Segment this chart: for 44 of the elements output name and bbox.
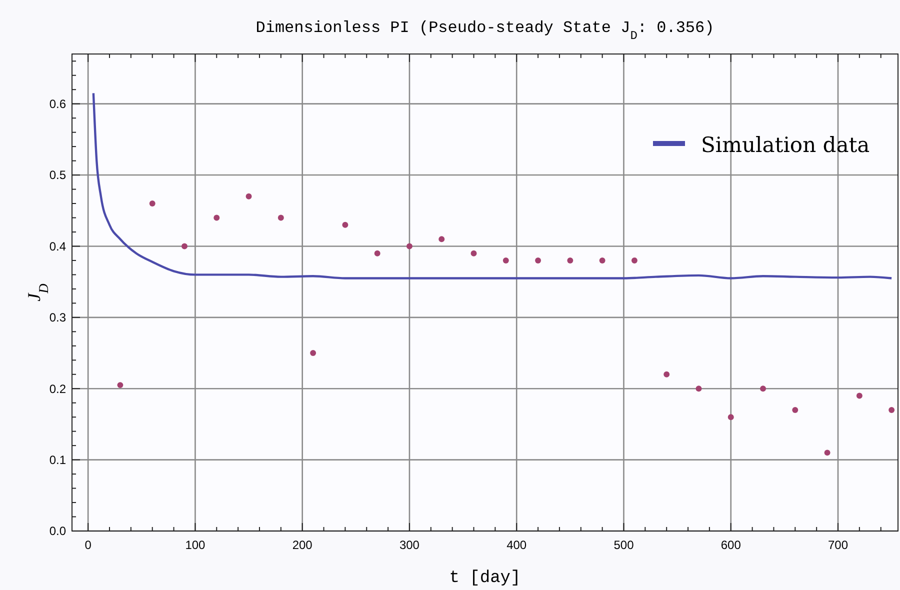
point — [502, 257, 509, 264]
point — [406, 243, 412, 250]
y-tick-label: 0.3 — [49, 310, 66, 325]
y-tick-label: 0.1 — [49, 453, 66, 468]
chart-title: Dimensionless PI (Pseudo-steady State J$_{D}$: 0.356) — [256, 19, 714, 43]
point — [438, 236, 445, 242]
point — [664, 371, 670, 378]
x-tick-label: 600 — [720, 538, 742, 552]
y-tick-label: 0.0 — [49, 524, 66, 538]
x-axis-title: t [day] — [449, 569, 521, 588]
point — [310, 350, 316, 356]
point — [888, 406, 895, 413]
x-tick-label: 100 — [185, 538, 206, 552]
point — [824, 450, 830, 456]
x-tick-label: 400 — [506, 538, 527, 552]
x-tick-label: 700 — [828, 538, 848, 552]
point — [342, 222, 348, 228]
point — [856, 392, 862, 399]
point — [567, 257, 574, 264]
x-tick-label: 200 — [292, 538, 313, 552]
y-tick-label: 0.6 — [49, 97, 66, 112]
point — [631, 257, 638, 264]
point — [278, 214, 284, 221]
point — [696, 386, 702, 392]
x-tick-label: 300 — [399, 538, 420, 552]
point — [760, 386, 766, 392]
point — [470, 250, 477, 256]
line-series — [92, 92, 893, 280]
point — [246, 193, 252, 200]
point — [117, 382, 124, 388]
point — [728, 414, 734, 420]
y-tick-label: 0.5 — [49, 168, 66, 182]
y-tick-label: 0.4 — [49, 239, 66, 254]
legend-label: Simulation data — [701, 133, 870, 157]
point — [182, 243, 188, 250]
point — [374, 250, 380, 256]
x-tick-label: 0 — [84, 538, 92, 552]
point — [149, 200, 156, 206]
point — [535, 257, 542, 264]
x-tick-label: 500 — [614, 538, 634, 552]
point — [599, 257, 606, 264]
point — [214, 214, 220, 221]
y-tick-label: 0.2 — [49, 382, 66, 396]
point — [792, 406, 798, 413]
